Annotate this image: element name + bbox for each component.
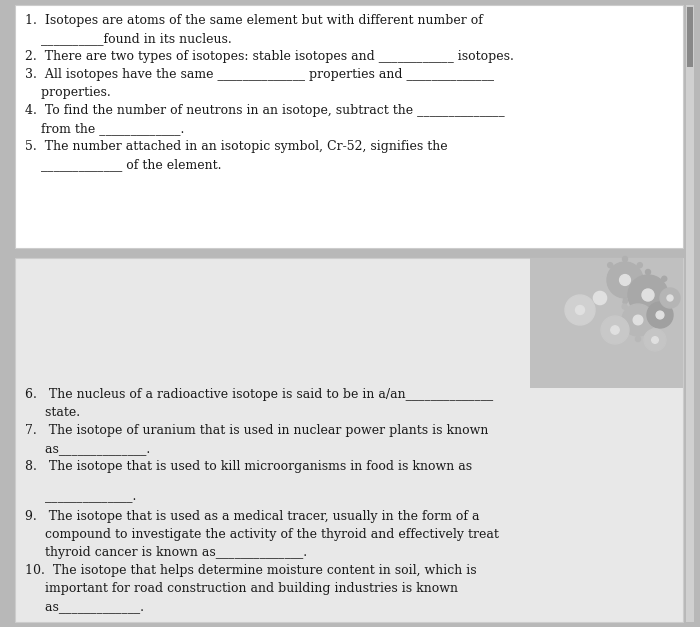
Circle shape: [628, 275, 668, 315]
Circle shape: [598, 270, 603, 275]
Text: as______________.: as______________.: [25, 442, 150, 455]
Text: as_____________.: as_____________.: [25, 600, 144, 613]
Text: ______________.: ______________.: [25, 490, 136, 503]
FancyBboxPatch shape: [687, 7, 693, 67]
Circle shape: [636, 337, 640, 342]
Circle shape: [644, 329, 666, 351]
Circle shape: [615, 278, 620, 283]
Circle shape: [565, 295, 595, 325]
Circle shape: [622, 331, 627, 336]
Circle shape: [622, 256, 627, 261]
Circle shape: [660, 288, 680, 308]
Circle shape: [573, 295, 577, 300]
Circle shape: [645, 270, 650, 275]
Circle shape: [594, 292, 607, 305]
Circle shape: [578, 276, 622, 320]
Text: 8.   The isotope that is used to kill microorganisms in food is known as: 8. The isotope that is used to kill micr…: [25, 460, 472, 473]
Circle shape: [662, 308, 667, 314]
Circle shape: [642, 289, 654, 301]
Circle shape: [629, 308, 634, 314]
Circle shape: [649, 331, 654, 336]
Text: properties.: properties.: [25, 86, 111, 99]
Text: _____________ of the element.: _____________ of the element.: [25, 158, 221, 171]
Circle shape: [656, 311, 664, 319]
Circle shape: [652, 337, 658, 344]
Circle shape: [611, 326, 620, 334]
Text: important for road construction and building industries is known: important for road construction and buil…: [25, 582, 458, 595]
Circle shape: [622, 293, 627, 297]
Circle shape: [622, 295, 627, 300]
Text: 2.  There are two types of isotopes: stable isotopes and ____________ isotopes.: 2. There are two types of isotopes: stab…: [25, 50, 514, 63]
Circle shape: [647, 302, 673, 328]
Circle shape: [667, 295, 673, 301]
Circle shape: [601, 316, 629, 344]
Text: 9.   The isotope that is used as a medical tracer, usually in the form of a: 9. The isotope that is used as a medical…: [25, 510, 480, 523]
Circle shape: [622, 298, 627, 303]
Circle shape: [649, 304, 654, 309]
Text: 3.  All isotopes have the same ______________ properties and ______________: 3. All isotopes have the same __________…: [25, 68, 494, 81]
Circle shape: [634, 315, 643, 325]
Circle shape: [580, 313, 584, 318]
FancyBboxPatch shape: [530, 258, 683, 388]
Text: 5.  The number attached in an isotopic symbol, Cr-52, signifies the: 5. The number attached in an isotopic sy…: [25, 140, 447, 153]
Circle shape: [622, 304, 627, 309]
Circle shape: [615, 313, 620, 318]
Text: state.: state.: [25, 406, 80, 419]
FancyBboxPatch shape: [686, 5, 694, 622]
Text: thyroid cancer is known as______________.: thyroid cancer is known as______________…: [25, 546, 307, 559]
Circle shape: [580, 278, 584, 283]
FancyBboxPatch shape: [15, 5, 683, 248]
Circle shape: [607, 262, 643, 298]
Circle shape: [620, 275, 631, 285]
Circle shape: [636, 298, 640, 303]
Circle shape: [654, 317, 659, 322]
Text: 10.  The isotope that helps determine moisture content in soil, which is: 10. The isotope that helps determine moi…: [25, 564, 477, 577]
Circle shape: [598, 320, 603, 325]
Circle shape: [608, 263, 612, 268]
Text: compound to investigate the activity of the thyroid and effectively treat: compound to investigate the activity of …: [25, 528, 499, 541]
Text: from the _____________.: from the _____________.: [25, 122, 184, 135]
Circle shape: [575, 305, 584, 315]
Circle shape: [645, 315, 650, 320]
Text: 4.  To find the number of neutrons in an isotope, subtract the ______________: 4. To find the number of neutrons in an …: [25, 104, 505, 117]
Circle shape: [662, 277, 667, 282]
Circle shape: [637, 292, 643, 297]
Circle shape: [617, 317, 622, 322]
Circle shape: [629, 277, 634, 282]
Circle shape: [601, 278, 606, 283]
Circle shape: [608, 292, 612, 297]
Circle shape: [643, 278, 648, 283]
Text: 6.   The nucleus of a radioactive isotope is said to be in a/an______________: 6. The nucleus of a radioactive isotope …: [25, 388, 493, 401]
Circle shape: [622, 304, 654, 336]
Circle shape: [668, 293, 673, 297]
Text: 1.  Isotopes are atoms of the same element but with different number of: 1. Isotopes are atoms of the same elemen…: [25, 14, 483, 27]
Circle shape: [637, 263, 643, 268]
Text: __________found in its nucleus.: __________found in its nucleus.: [25, 32, 232, 45]
Text: 7.   The isotope of uranium that is used in nuclear power plants is known: 7. The isotope of uranium that is used i…: [25, 424, 489, 437]
FancyBboxPatch shape: [15, 258, 683, 622]
